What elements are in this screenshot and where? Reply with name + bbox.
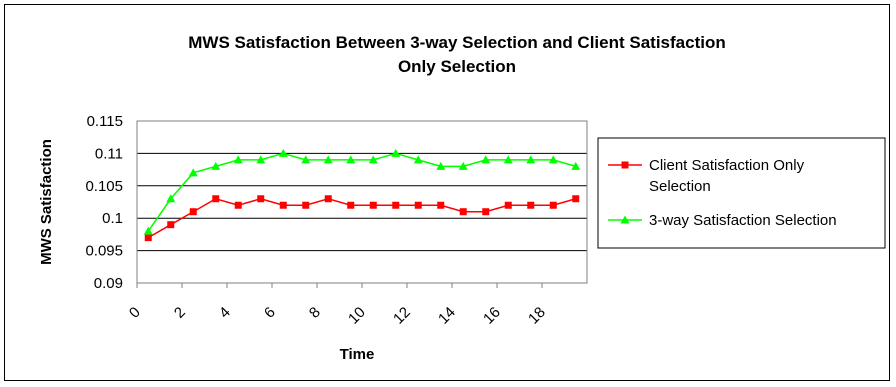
data-point — [167, 221, 175, 229]
legend: Client Satisfaction Only Selection 3-way S… — [597, 137, 886, 249]
data-point — [302, 201, 310, 209]
data-point — [368, 155, 378, 164]
data-point — [278, 148, 288, 157]
data-point — [369, 201, 377, 209]
data-point — [413, 155, 423, 164]
data-point — [301, 155, 311, 164]
data-point — [391, 148, 401, 157]
chart-title-line-2: Only Selection — [398, 57, 516, 76]
data-point — [324, 195, 332, 203]
y-tick-label: 0.1 — [102, 210, 123, 227]
data-point — [256, 155, 266, 164]
x-axis-title-text: Time — [340, 346, 375, 363]
data-point — [144, 234, 152, 242]
data-point — [482, 208, 490, 216]
data-point — [392, 201, 400, 209]
data-point — [188, 168, 198, 177]
data-point — [548, 155, 558, 164]
data-point — [189, 208, 197, 216]
series-line — [147, 197, 576, 239]
y-axis-title: MWS Satisfaction — [38, 139, 55, 265]
data-point — [143, 226, 153, 235]
legend-box — [597, 137, 886, 249]
chart-title: MWS Satisfaction Between 3-way Selection… — [188, 33, 726, 76]
data-point — [571, 161, 581, 170]
x-tick-label: 8 — [306, 304, 324, 322]
data-point — [279, 201, 287, 209]
y-tick-label: 0.115 — [87, 113, 123, 130]
x-tick-label: 0 — [126, 304, 144, 322]
y-axis: 0.09 0.095 0.1 0.105 0.11 0.115 — [85, 113, 123, 292]
x-tick-label: 10 — [345, 304, 369, 328]
x-tick-label: 2 — [171, 304, 189, 322]
data-point — [234, 201, 242, 209]
data-point — [347, 201, 355, 209]
data-point — [437, 201, 445, 209]
series-layer — [143, 148, 581, 242]
x-axis-title: Time — [340, 346, 375, 363]
x-tick-label: 16 — [480, 304, 504, 328]
x-tick-label: 12 — [390, 304, 414, 328]
plot-area — [136, 120, 588, 284]
legend-label: Selection — [649, 178, 711, 195]
data-point — [504, 201, 512, 209]
legend-marker — [620, 215, 630, 224]
x-tick-label: 4 — [216, 304, 234, 322]
series-1 — [144, 195, 580, 242]
gridlines — [137, 120, 587, 284]
y-axis-title-text: MWS Satisfaction — [38, 139, 55, 265]
data-point — [481, 155, 491, 164]
data-point — [166, 194, 176, 203]
x-axis: 0 2 4 6 8 10 12 14 16 18 — [126, 283, 549, 328]
x-tick-label: 6 — [261, 304, 279, 322]
y-tick-label: 0.09 — [94, 275, 123, 292]
data-point — [436, 161, 446, 170]
data-point — [526, 155, 536, 164]
x-tick-label: 14 — [435, 304, 459, 328]
chart-title-line-1: MWS Satisfaction Between 3-way Selection… — [188, 33, 726, 52]
data-point — [414, 201, 422, 209]
legend-entry-1: Client Satisfaction Only Selection — [608, 157, 805, 195]
data-point — [459, 208, 467, 216]
data-point — [233, 155, 243, 164]
data-point — [346, 155, 356, 164]
legend-marker — [621, 161, 629, 169]
data-point — [211, 161, 221, 170]
data-point — [323, 155, 333, 164]
y-tick-label: 0.095 — [85, 243, 123, 260]
data-point — [212, 195, 220, 203]
chart-canvas: MWS Satisfaction Between 3-way Selection… — [38, 33, 886, 363]
data-point — [572, 195, 580, 203]
y-tick-label: 0.105 — [85, 178, 123, 195]
series-2 — [143, 148, 581, 235]
data-point — [503, 155, 513, 164]
series-line — [147, 152, 576, 232]
x-tick-label: 18 — [525, 304, 549, 328]
chart-frame: MWS Satisfaction Between 3-way Selection… — [4, 4, 890, 381]
y-tick-label: 0.11 — [95, 145, 123, 162]
data-point — [549, 201, 557, 209]
legend-label: Client Satisfaction Only — [649, 157, 805, 174]
data-point — [458, 161, 468, 170]
legend-label: 3-way Satisfaction Selection — [649, 212, 837, 229]
data-point — [527, 201, 535, 209]
legend-entry-2: 3-way Satisfaction Selection — [608, 212, 837, 229]
data-point — [257, 195, 265, 203]
